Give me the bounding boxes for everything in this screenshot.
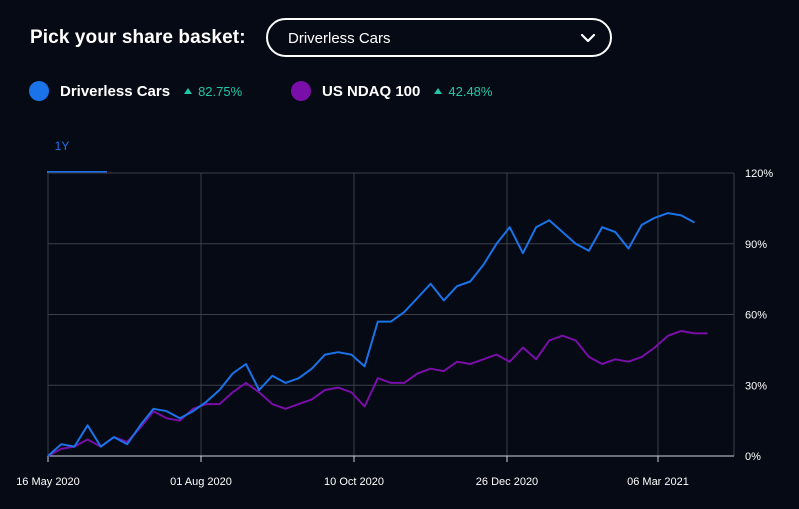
legend-name-driverless: Driverless Cars: [60, 82, 171, 100]
picker-label: Pick your share basket:: [30, 27, 246, 48]
x-tick-label: 26 Dec 2020: [476, 476, 538, 488]
x-axis-ticks: 16 May 2020 01 Aug 2020 10 Oct 2020 26 Dec …: [16, 476, 689, 488]
x-tick-label: 01 Aug 2020: [170, 476, 232, 488]
y-tick-label: 0%: [745, 451, 761, 463]
y-tick-label: 30%: [745, 380, 767, 392]
chart-grid: [47, 172, 735, 462]
x-tick-label: 16 May 2020: [16, 476, 80, 488]
up-triangle-icon: [434, 88, 443, 94]
legend-item-ndaq[interactable]: US NDAQ 100 42.48%: [291, 80, 492, 102]
legend-name-ndaq: US NDAQ 100: [322, 82, 421, 100]
series-line-driverless-cars: [47, 212, 695, 457]
y-tick-label: 90%: [745, 239, 767, 251]
basket-select[interactable]: Driverless Cars: [266, 18, 612, 57]
up-triangle-icon: [184, 88, 193, 94]
chart-series: [47, 212, 708, 457]
legend-change-driverless: 82.75%: [184, 84, 242, 99]
range-tab-underline: [47, 171, 107, 173]
y-axis-ticks: 0% 30% 60% 90% 120%: [745, 168, 773, 463]
legend-dot-driverless: [29, 81, 49, 101]
change-value-ndaq: 42.48%: [448, 83, 493, 99]
chevron-down-icon: [580, 33, 596, 43]
range-tab-label: 1Y: [54, 139, 70, 153]
x-tick-label: 06 Mar 2021: [627, 476, 689, 488]
series-line-us-ndaq-100: [47, 330, 708, 457]
legend-change-ndaq: 42.48%: [434, 84, 492, 99]
change-value-driverless: 82.75%: [198, 83, 243, 99]
range-tab-1y[interactable]: 1Y: [47, 139, 107, 153]
y-tick-label: 120%: [745, 168, 773, 180]
legend-dot-ndaq: [291, 81, 311, 101]
legend-item-driverless[interactable]: Driverless Cars 82.75%: [29, 80, 242, 102]
x-tick-label: 10 Oct 2020: [324, 476, 384, 488]
y-tick-label: 60%: [745, 310, 767, 322]
basket-select-value: Driverless Cars: [288, 30, 391, 47]
